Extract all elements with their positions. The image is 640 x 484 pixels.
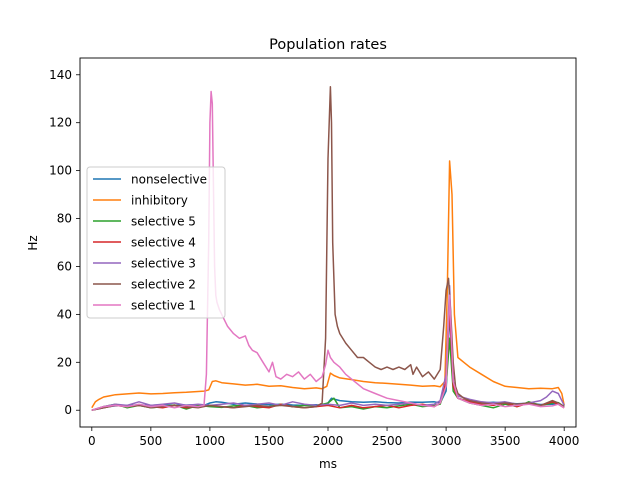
x-tick-label: 2000 bbox=[313, 434, 344, 448]
legend-label: selective 3 bbox=[131, 257, 196, 271]
series-line-selective-3 bbox=[91, 284, 565, 411]
legend-box bbox=[86, 166, 226, 319]
x-axis: 0 500 1000 1500 2000 2500 3000 3500 4000 bbox=[88, 427, 579, 448]
x-tick-label: 4000 bbox=[549, 434, 580, 448]
series-line-selective-2 bbox=[91, 86, 565, 411]
x-tick-label: 1000 bbox=[195, 434, 226, 448]
x-tick-label: 3500 bbox=[490, 434, 521, 448]
x-axis-label: ms bbox=[319, 457, 337, 471]
y-tick-label: 60 bbox=[57, 259, 72, 273]
legend: nonselective inhibitory selective 5 selecti… bbox=[86, 166, 226, 319]
y-tick-label: 20 bbox=[57, 355, 72, 369]
legend-label: inhibitory bbox=[131, 194, 188, 208]
legend-label: selective 4 bbox=[131, 236, 196, 250]
legend-label: selective 2 bbox=[131, 278, 196, 292]
x-tick-label: 0 bbox=[88, 434, 96, 448]
y-tick-label: 100 bbox=[49, 164, 72, 178]
y-tick-label: 80 bbox=[57, 212, 72, 226]
y-tick-label: 120 bbox=[49, 116, 72, 130]
plot-lines bbox=[91, 86, 565, 411]
x-tick-label: 500 bbox=[139, 434, 162, 448]
x-tick-label: 3000 bbox=[431, 434, 462, 448]
legend-label: selective 1 bbox=[131, 299, 196, 313]
x-tick-label: 2500 bbox=[372, 434, 403, 448]
chart-title: Population rates bbox=[269, 37, 387, 53]
legend-label: nonselective bbox=[131, 173, 207, 187]
y-tick-label: 40 bbox=[57, 307, 72, 321]
y-axis-label: Hz bbox=[26, 235, 40, 250]
legend-label: selective 5 bbox=[131, 215, 196, 229]
series-line-inhibitory bbox=[91, 160, 565, 409]
y-axis: 0 20 40 60 80 100 120 140 bbox=[49, 68, 80, 417]
y-tick-label: 140 bbox=[49, 68, 72, 82]
y-tick-label: 0 bbox=[64, 403, 72, 417]
x-tick-label: 1500 bbox=[254, 434, 285, 448]
